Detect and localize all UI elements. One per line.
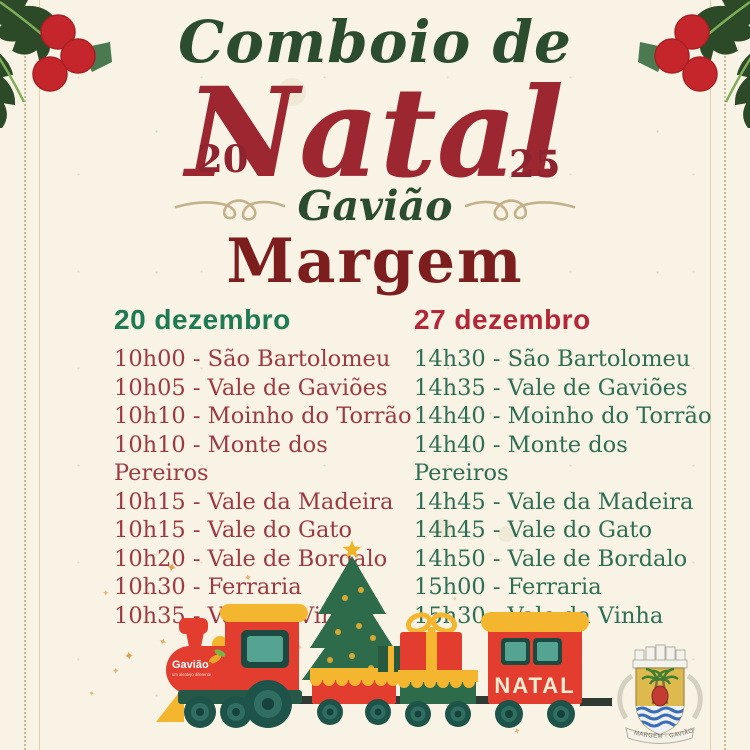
sparkle-icon: ✦ xyxy=(112,667,120,677)
train-coupling xyxy=(580,698,612,706)
scallop-trim xyxy=(398,676,475,688)
caboose: NATAL xyxy=(481,612,589,728)
sparkle-icon: ✦ xyxy=(102,589,110,599)
train-coupling xyxy=(474,696,490,704)
frame-solid-right xyxy=(710,0,711,750)
sparkle-icon: ✦ xyxy=(452,595,458,603)
schedule-row: 10h10 - Moinho do Torrão xyxy=(114,403,412,429)
schedule-row: 10h10 - Monte dos Pereiros xyxy=(114,431,328,487)
sparkle-icon: ✦ xyxy=(296,643,303,652)
flourish-icon xyxy=(465,199,576,221)
schedule-row: 10h30 - Ferraria xyxy=(114,574,302,600)
poster-title-line2: Natal xyxy=(185,61,565,206)
caboose-window xyxy=(505,642,526,661)
schedule-row: 14h45 - Vale da Madeira xyxy=(414,488,694,515)
schedule-row: 14h40 - Moinho do Torrão xyxy=(414,403,712,429)
schedule-heading: 27 dezembro xyxy=(414,304,591,335)
crest-scroll xyxy=(625,727,695,744)
frame-dotted-left xyxy=(24,0,26,750)
gift-wagon xyxy=(378,612,478,727)
gaviao-logo: Gavião um alentejo diferente xyxy=(172,649,226,677)
wagon-body xyxy=(312,678,396,704)
locomotive-wheels xyxy=(184,680,292,728)
paper-blotch xyxy=(278,78,306,106)
schedule-row: 10h20 - Vale de Bordalo xyxy=(114,545,388,572)
red-gift xyxy=(400,612,462,672)
frame-solid-left xyxy=(39,0,40,750)
gaviao-logo-mark xyxy=(208,654,222,664)
chimney xyxy=(179,618,208,634)
gaviao-logo-name: Gavião xyxy=(172,659,209,671)
locomotive: Gavião um alentejo diferente xyxy=(156,604,308,728)
frame-dotted-right xyxy=(724,0,726,750)
caboose-roof xyxy=(481,612,589,632)
schedule-row: 14h35 - Vale de Gaviões xyxy=(414,374,688,401)
schedule-column-20-dec: 20 dezembro 10h00 - São Bartolomeu 10h05… xyxy=(114,304,414,630)
scallop-trim xyxy=(310,674,399,686)
subtitle-row: Gavião xyxy=(0,182,750,230)
location-title: Margem xyxy=(226,226,524,297)
tree-wagon xyxy=(302,540,402,725)
year-right: 25 xyxy=(509,142,561,186)
crest-flourish xyxy=(617,673,703,720)
year-left: 20 xyxy=(197,137,249,181)
poster-title-line1: Comboio de xyxy=(178,8,572,76)
mural-crown xyxy=(632,644,688,669)
paper-blotch xyxy=(498,526,514,542)
christmas-train-illustration: Gavião um alentejo diferente xyxy=(156,540,612,728)
flourish-icon xyxy=(174,199,285,221)
schedule-row: 14h30 - São Bartolomeu xyxy=(414,346,691,372)
margem-gaviao-coat-of-arms: MARGEM - GAVIÃO xyxy=(617,644,703,744)
steam-dome xyxy=(212,636,228,648)
schedule-row: 15h00 - Ferraria xyxy=(414,574,602,600)
schedule-row: 14h45 - Vale do Gato xyxy=(414,517,652,543)
train-coupling xyxy=(298,696,314,704)
cab-window xyxy=(247,636,283,662)
christmas-tree xyxy=(302,556,402,680)
gaviao-logo-tagline: um alentejo diferente xyxy=(172,672,212,677)
tree-star xyxy=(342,540,362,559)
cork-oak-charge xyxy=(651,685,669,707)
paper-blotch xyxy=(432,518,452,538)
crest-scroll-text: MARGEM - GAVIÃO xyxy=(633,728,694,740)
cowcatcher xyxy=(156,686,184,722)
schedule-column-27-dec: 27 dezembro 14h30 - São Bartolomeu 14h35… xyxy=(414,304,714,630)
subtitle-gaviao: Gavião xyxy=(297,182,453,230)
schedule-row: 10h15 - Vale da Madeira xyxy=(114,488,394,515)
holly-icon xyxy=(0,0,112,128)
holly-icon xyxy=(638,0,750,128)
cab-roof xyxy=(220,604,308,622)
schedule-row: 14h50 - Vale de Bordalo xyxy=(414,545,688,572)
schedule-row: 10h00 - São Bartolomeu xyxy=(114,346,391,372)
schedule-row: 10h15 - Vale do Gato xyxy=(114,517,352,543)
train-coupling xyxy=(393,696,405,704)
schedule-heading: 20 dezembro xyxy=(114,304,291,335)
schedule: 20 dezembro 10h00 - São Bartolomeu 10h05… xyxy=(114,304,712,630)
schedule-row: 10h05 - Vale de Gaviões xyxy=(114,374,388,401)
schedule-row: 14h40 - Monte dos Pereiros xyxy=(414,431,628,487)
caboose-label: NATAL xyxy=(494,673,575,698)
caboose-window xyxy=(537,642,558,661)
